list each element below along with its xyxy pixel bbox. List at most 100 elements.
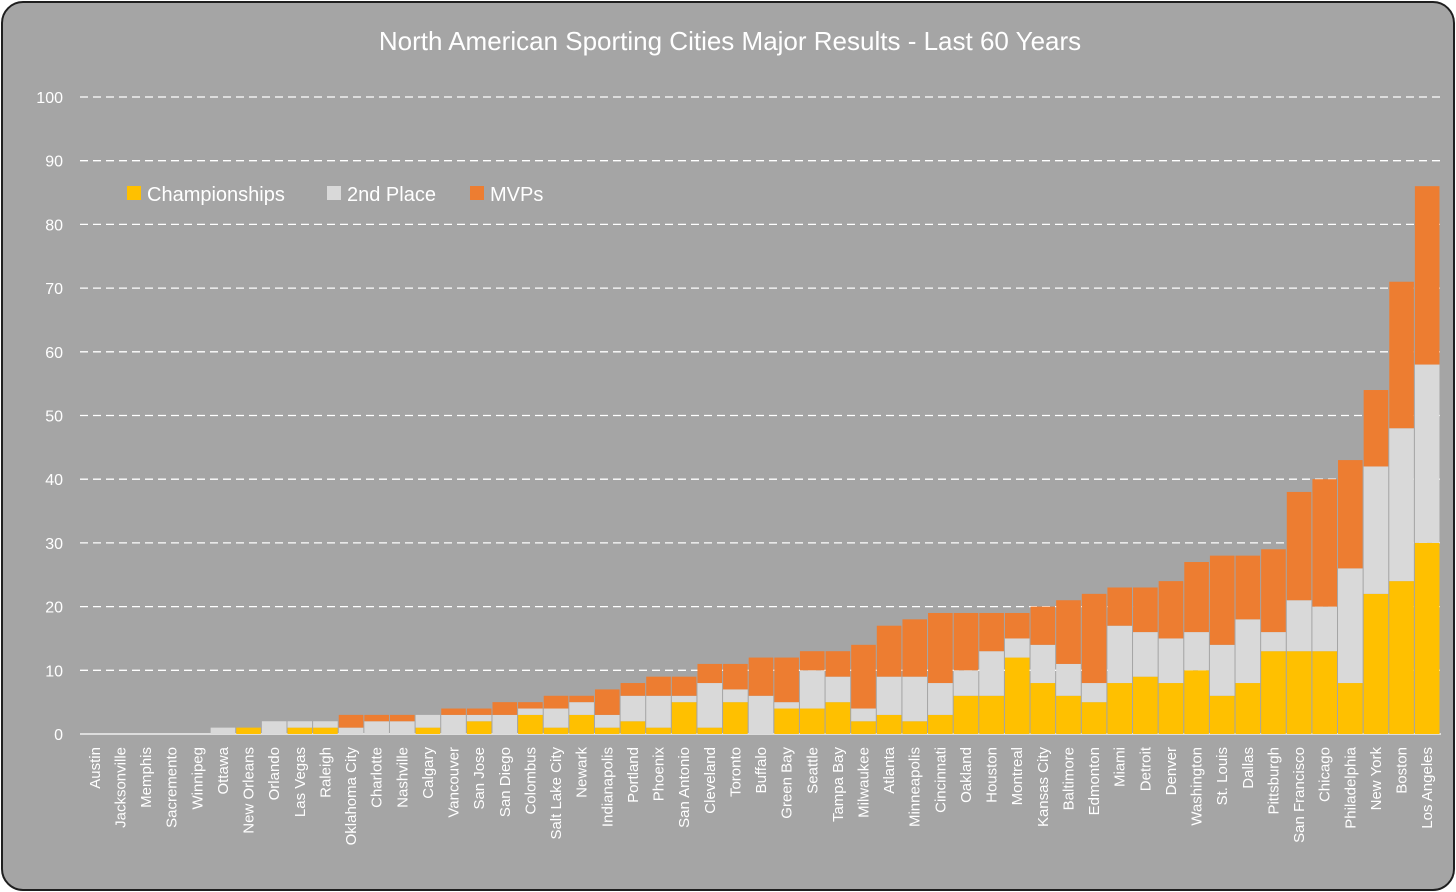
- bar-boston-championships: [1389, 581, 1414, 734]
- bar-boston-2nd-place: [1389, 428, 1414, 582]
- x-tick-label-st-louis: St. Louis: [1214, 747, 1231, 805]
- bar-montreal-mvps: [1004, 612, 1030, 639]
- x-tick-label-detroit: Detroit: [1137, 746, 1154, 791]
- bar-oakland-2nd-place: [953, 670, 979, 696]
- x-tick-label-winnipeg: Winnipeg: [189, 747, 206, 810]
- bar-toronto-mvps: [723, 663, 748, 690]
- bar-detroit-2nd-place: [1133, 632, 1158, 677]
- bar-oakland-mvps: [953, 612, 979, 671]
- bar-washington-mvps: [1184, 562, 1209, 633]
- x-tick-label-pittsburgh: Pittsburgh: [1265, 747, 1282, 815]
- bar-kansas-city-mvps: [1030, 606, 1056, 645]
- bar-chicago-championships: [1312, 651, 1337, 734]
- x-tick-label-new-orleans: New Orleans: [241, 747, 258, 834]
- bar-san-antonio-2nd-place: [671, 695, 697, 703]
- bar-san-francisco-championships: [1286, 651, 1312, 734]
- bar-miami-mvps: [1107, 587, 1133, 626]
- bar-houston-mvps: [979, 612, 1004, 652]
- bar-dallas-2nd-place: [1235, 619, 1261, 684]
- bar-cleveland-championships: [697, 727, 723, 734]
- bar-edmonton-championships: [1081, 702, 1107, 734]
- x-tick-label-las-vegas: Las Vegas: [292, 747, 309, 817]
- x-tick-label-green-bay: Green Bay: [779, 747, 796, 819]
- bar-denver-mvps: [1158, 581, 1184, 639]
- bar-indianapolis-mvps: [594, 689, 620, 715]
- x-tick-label-nashville: Nashville: [394, 747, 411, 808]
- bar-miami-championships: [1107, 683, 1133, 734]
- bar-montreal-2nd-place: [1004, 638, 1030, 658]
- bar-denver-2nd-place: [1158, 638, 1184, 684]
- bar-chicago-2nd-place: [1312, 606, 1337, 652]
- bar-philadelphia-2nd-place: [1338, 568, 1363, 684]
- y-tick-label-80: 80: [45, 217, 63, 234]
- bar-washington-2nd-place: [1184, 632, 1209, 671]
- x-tick-label-los-angeles: Los Angeles: [1419, 747, 1436, 829]
- bar-raleigh-2nd-place: [313, 721, 338, 728]
- x-tick-label-jacksonville: Jacksonville: [112, 747, 129, 828]
- bars: [210, 186, 1440, 734]
- bar-colombus-2nd-place: [518, 708, 543, 715]
- x-tick-label-denver: Denver: [1163, 747, 1180, 795]
- bar-st-louis-championships: [1209, 695, 1235, 734]
- bar-raleigh-championships: [313, 727, 338, 734]
- bar-salt-lake-city-championships: [543, 727, 569, 734]
- bar-detroit-championships: [1133, 676, 1158, 734]
- x-tick-label-dallas: Dallas: [1240, 747, 1257, 789]
- x-tick-label-newark: Newark: [574, 747, 591, 798]
- bar-colombus-mvps: [518, 702, 543, 709]
- bar-green-bay-championships: [774, 708, 799, 734]
- bar-tampa-bay-2nd-place: [825, 676, 851, 703]
- bar-new-york-2nd-place: [1363, 466, 1389, 594]
- bar-indianapolis-championships: [594, 727, 620, 734]
- x-tick-label-san-francisco: San Francisco: [1291, 747, 1308, 843]
- bar-buffalo-2nd-place: [748, 695, 774, 734]
- x-tick-label-kansas-city: Kansas City: [1035, 747, 1052, 828]
- legend-swatch-championships: [127, 186, 141, 200]
- bar-cincinnati-championships: [928, 714, 953, 734]
- bar-washington-championships: [1184, 670, 1209, 734]
- bar-atlanta-2nd-place: [876, 676, 902, 715]
- x-tick-label-boston: Boston: [1394, 747, 1411, 794]
- bar-baltimore-mvps: [1056, 600, 1081, 664]
- bar-san-antonio-championships: [671, 702, 697, 734]
- legend-label-2nd-place: 2nd Place: [347, 184, 436, 206]
- bar-baltimore-championships: [1056, 695, 1081, 734]
- x-tick-label-baltimore: Baltimore: [1060, 747, 1077, 810]
- bar-new-york-championships: [1363, 593, 1389, 734]
- bar-denver-championships: [1158, 683, 1184, 734]
- x-tick-label-minneapolis: Minneapolis: [907, 747, 924, 827]
- bar-new-orleans-championships: [236, 727, 261, 734]
- x-tick-label-charlotte: Charlotte: [369, 747, 386, 808]
- legend-label-mvps: MVPs: [490, 184, 543, 206]
- bar-edmonton-mvps: [1081, 593, 1107, 684]
- legend-swatch-mvps: [470, 186, 484, 200]
- bar-st-louis-mvps: [1209, 555, 1235, 645]
- bar-houston-championships: [979, 695, 1004, 734]
- bar-pittsburgh-championships: [1261, 651, 1286, 734]
- x-tick-label-sacremento: Sacremento: [164, 747, 181, 828]
- bar-dallas-championships: [1235, 683, 1261, 734]
- bar-san-francisco-2nd-place: [1286, 600, 1312, 652]
- bar-cincinnati-mvps: [928, 612, 953, 684]
- x-tick-label-houston: Houston: [984, 747, 1001, 803]
- bar-san-jose-championships: [466, 721, 492, 734]
- bar-portland-mvps: [620, 683, 646, 696]
- bar-phoenix-championships: [646, 727, 671, 734]
- bar-buffalo-mvps: [748, 657, 774, 696]
- bar-phoenix-2nd-place: [646, 695, 671, 728]
- bar-salt-lake-city-2nd-place: [543, 708, 569, 728]
- bar-new-york-mvps: [1363, 390, 1389, 467]
- x-tick-label-colombus: Colombus: [522, 747, 539, 815]
- bar-cleveland-2nd-place: [697, 683, 723, 728]
- bar-milwaukee-mvps: [851, 644, 876, 709]
- chart-svg: North American Sporting Cities Major Res…: [36, 26, 1441, 845]
- x-tick-label-ottawa: Ottawa: [215, 746, 232, 794]
- bar-ottawa-2nd-place: [210, 727, 236, 734]
- x-tick-label-san-jose: San Jose: [471, 747, 488, 810]
- bar-miami-2nd-place: [1107, 625, 1133, 684]
- bar-portland-2nd-place: [620, 695, 646, 722]
- bar-green-bay-2nd-place: [774, 702, 799, 709]
- bar-san-jose-2nd-place: [466, 714, 492, 722]
- bar-kansas-city-championships: [1030, 683, 1056, 734]
